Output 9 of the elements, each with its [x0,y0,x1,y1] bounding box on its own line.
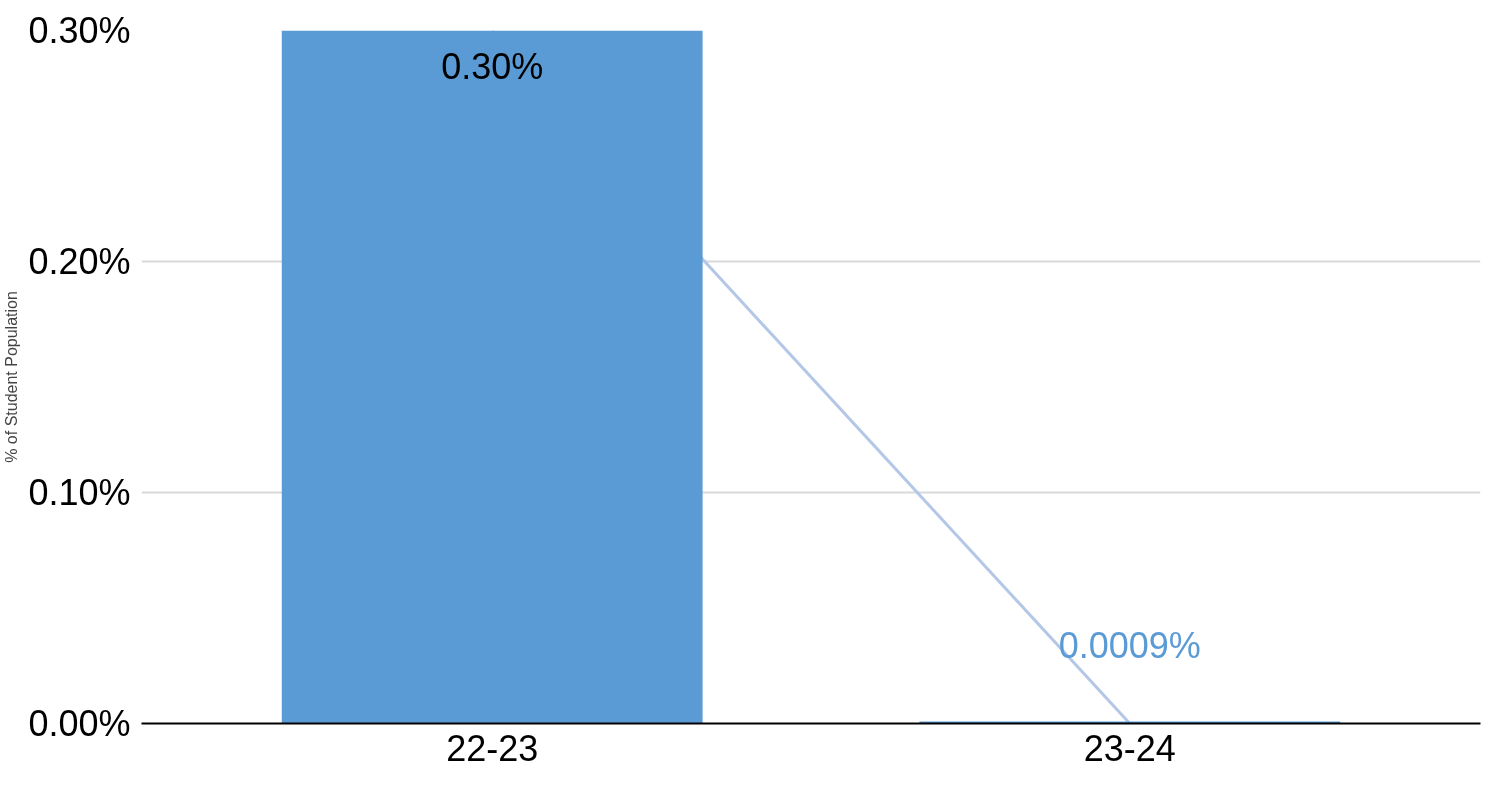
x-tick-label: 23-24 [1083,727,1176,769]
x-tick-label: 22-23 [446,727,539,769]
y-axis-title: % of Student Population [3,291,21,463]
y-tick-label: 0.20% [28,241,131,282]
y-tick-label: 0.30% [28,10,131,51]
y-tick-label: 0.00% [28,703,131,744]
data-label: 0.30% [441,45,544,87]
data-label: 0.0009% [1058,625,1201,667]
y-tick-label: 0.10% [28,472,131,513]
